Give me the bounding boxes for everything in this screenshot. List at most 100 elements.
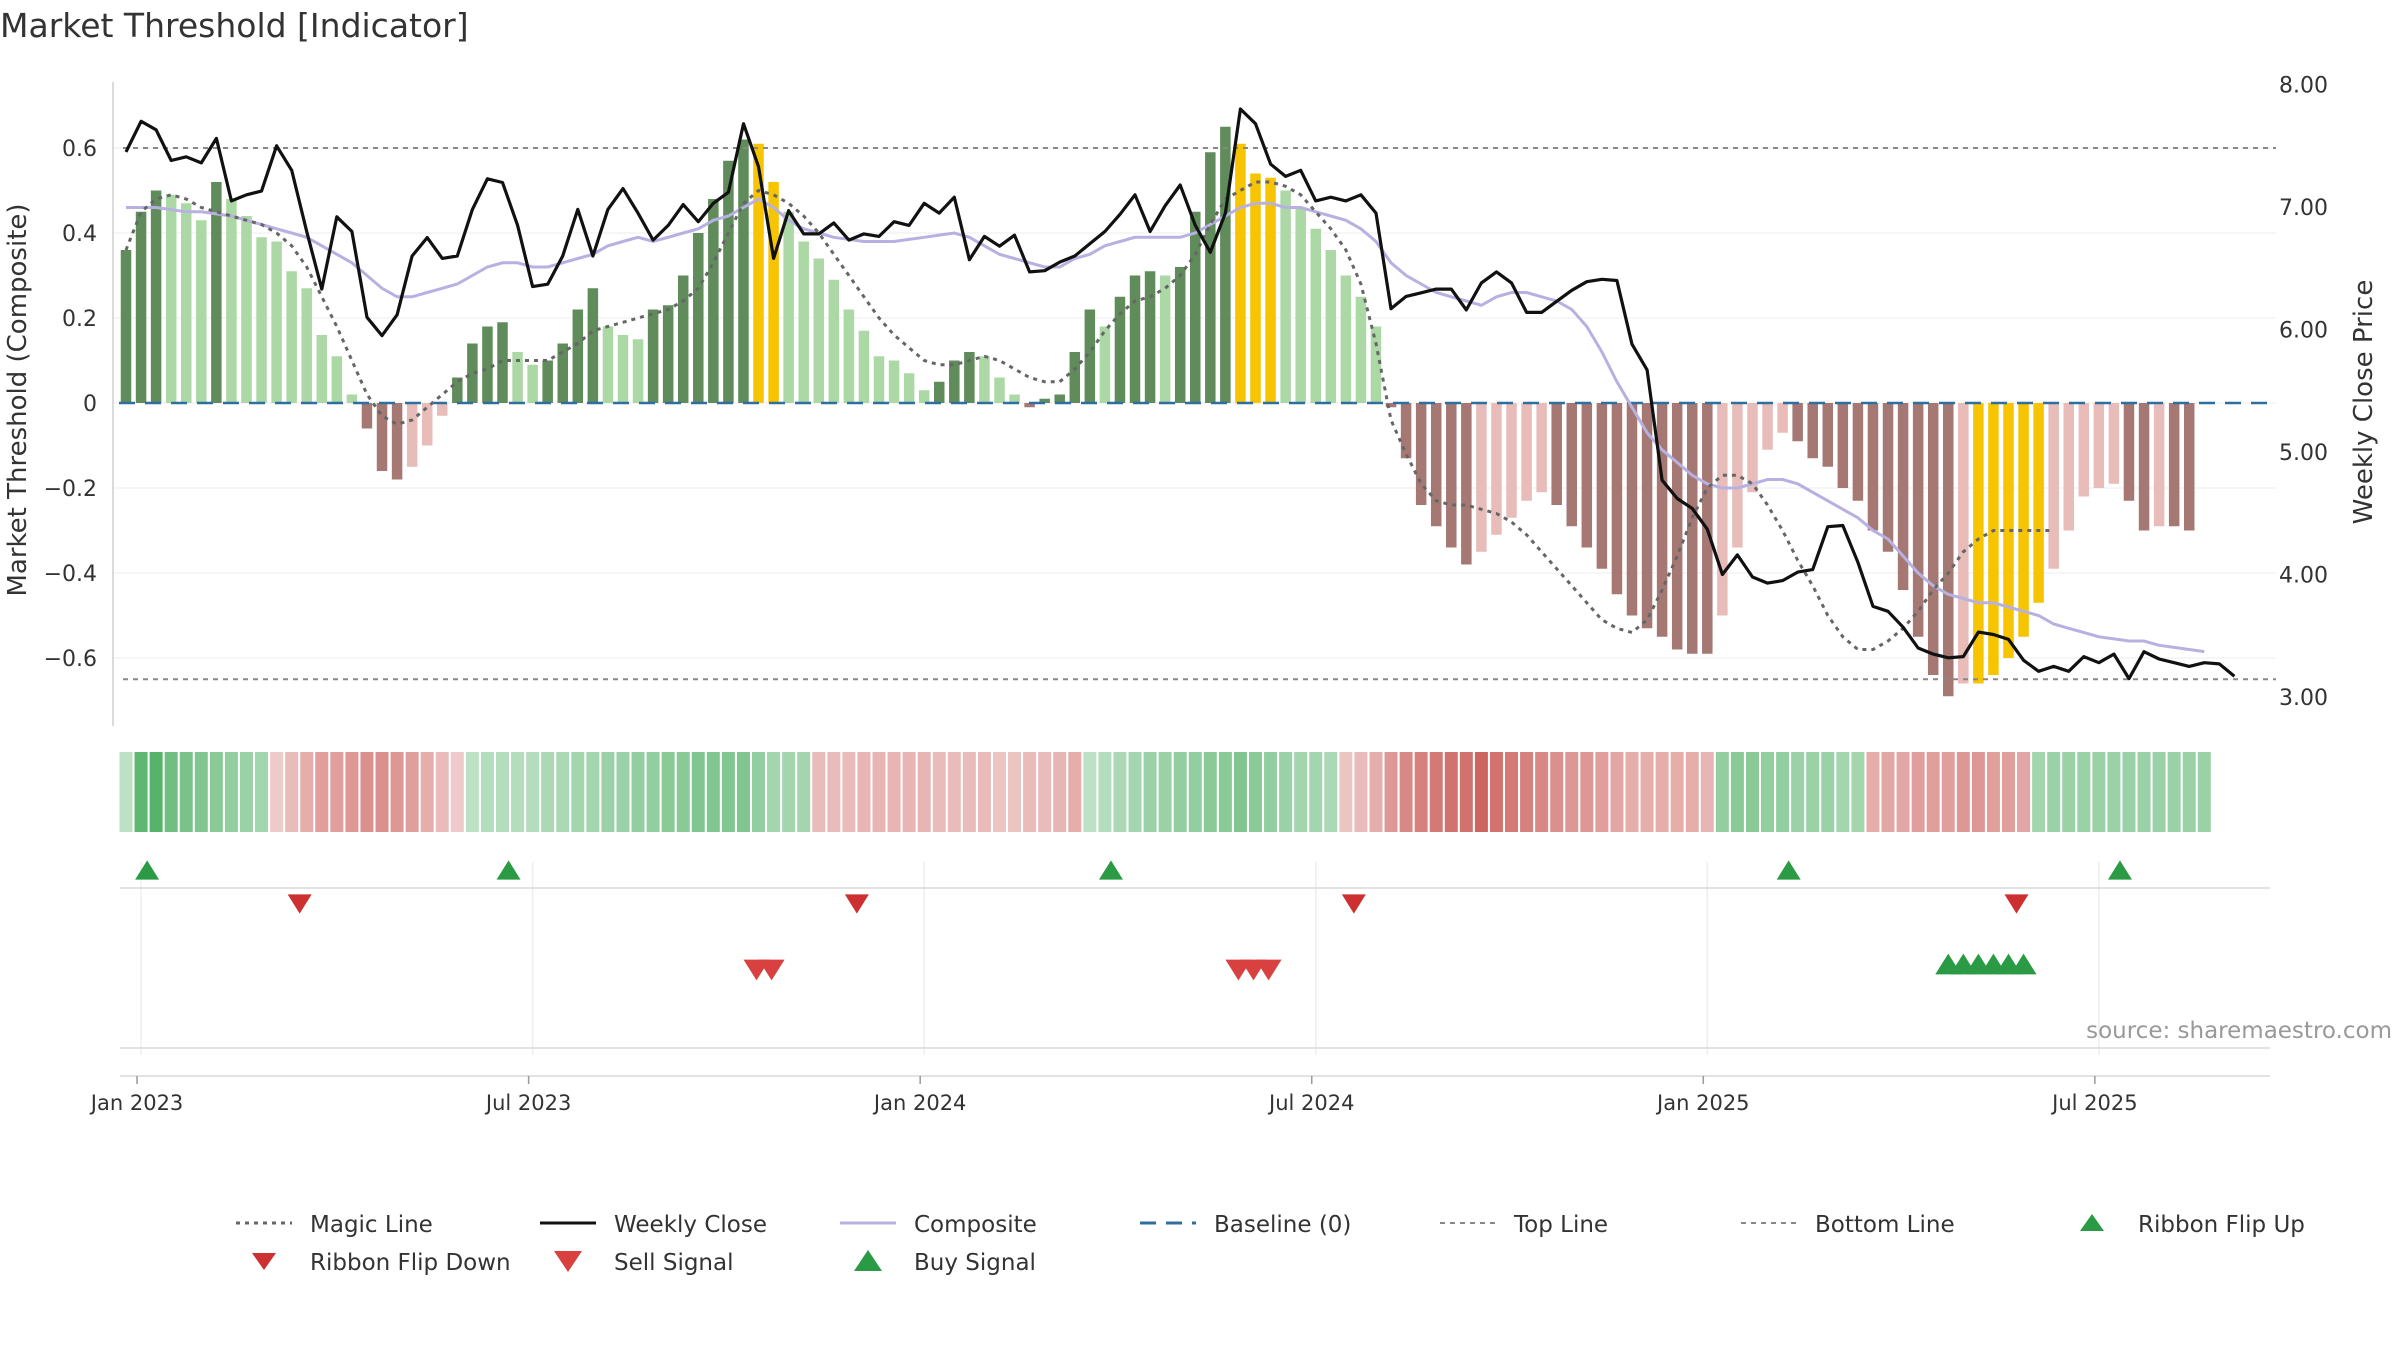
composite-bar: [1430, 403, 1442, 527]
ribbon-cell: [2047, 752, 2061, 832]
legend-item-baseline: Baseline (0): [1140, 1212, 1351, 1238]
composite-bar: [196, 220, 207, 403]
composite-bar: [1958, 403, 1969, 684]
composite-bar: [933, 381, 945, 403]
left-tick-label: −0.2: [44, 477, 97, 502]
ribbon-cell: [2137, 752, 2151, 832]
ribbon-cell: [932, 752, 946, 832]
series-lines: [119, 107, 2276, 681]
composite-bar: [1355, 296, 1367, 403]
composite-bar: [331, 356, 343, 403]
composite-bar: [1536, 403, 1547, 493]
x-tick-label: Jul 2025: [2050, 1091, 2137, 1115]
right-tick-label: 3.00: [2279, 686, 2328, 711]
ribbon-cell: [1294, 752, 1308, 832]
ribbon-cell: [1369, 752, 1383, 832]
composite-bar: [979, 356, 990, 403]
x-axis: Jan 2023 Jul 2023 Jan 2024 Jul 2024 Jan 2025…: [89, 1076, 2138, 1115]
ribbon-cell: [1203, 752, 1217, 832]
ribbon-cell: [465, 752, 479, 832]
ribbon-cell: [631, 752, 645, 832]
source-note: source: sharemaestro.com: [2086, 1018, 2392, 1044]
ribbon-cell: [2197, 752, 2211, 832]
composite-bar: [1611, 403, 1623, 595]
ribbon-cell: [1023, 752, 1037, 832]
ribbon-cell: [420, 752, 434, 832]
ribbon-cell: [1610, 752, 1624, 832]
composite-bar: [482, 326, 493, 403]
composite-bar: [813, 258, 825, 403]
ribbon-cell: [1264, 752, 1278, 832]
ribbon-cell: [1444, 752, 1458, 832]
composite-bar: [677, 275, 689, 403]
composite-bar: [316, 335, 328, 403]
legend-label: Composite: [914, 1212, 1037, 1238]
ribbon-cell: [1068, 752, 1082, 832]
ribbon-cell: [782, 752, 796, 832]
composite-bar: [2033, 403, 2044, 603]
ribbon-cell: [752, 752, 766, 832]
ribbon-cell: [1324, 752, 1338, 832]
composite-bar: [843, 309, 855, 403]
composite-bar: [2093, 403, 2105, 488]
legend-label: Top Line: [1513, 1212, 1608, 1238]
composite-bar: [1340, 275, 1352, 403]
composite-bar: [1370, 326, 1382, 403]
ribbon-cell: [1489, 752, 1503, 832]
ribbon-cell: [2017, 752, 2031, 832]
composite-bar: [1054, 394, 1065, 403]
composite-bar: [693, 233, 704, 403]
composite-bar: [1415, 403, 1427, 505]
composite-bar: [1129, 275, 1141, 403]
axes: 0.6 0.4 0.2 0 −0.2 −0.4 −0.6 8.00 7.00 6.00 5.00 4.…: [3, 74, 2379, 726]
magic-line: [124, 180, 2054, 651]
legend-label: Magic Line: [310, 1212, 433, 1238]
composite-bar: [1566, 403, 1578, 527]
signal-panel: [120, 860, 2270, 1077]
composite-bar: [964, 352, 975, 403]
composite-bar: [1159, 275, 1171, 403]
composite-bar: [421, 403, 433, 446]
left-tick-label: 0.4: [62, 222, 97, 247]
ribbon-cell: [1851, 752, 1865, 832]
ribbon-cell: [1414, 752, 1428, 832]
ribbon-cell: [375, 752, 389, 832]
composite-bar: [376, 403, 388, 471]
legend-label: Ribbon Flip Up: [2138, 1212, 2305, 1238]
ribbon-cell: [1761, 752, 1775, 832]
composite-bar: [858, 330, 870, 403]
composite-bar: [1461, 403, 1472, 565]
composite-bar: [738, 139, 749, 403]
composite-bar: [241, 216, 252, 403]
ribbon-cell: [977, 752, 991, 832]
composite-bar: [828, 279, 840, 403]
composite-bar: [1144, 271, 1156, 403]
ribbon-cell: [1971, 752, 1985, 832]
ribbon-flip-up-marker: [135, 860, 160, 880]
composite-bar: [2018, 403, 2029, 637]
ribbon-cell: [1986, 752, 2000, 832]
composite-bar: [1400, 403, 1412, 459]
composite-bar: [768, 182, 779, 403]
ribbon-cell: [2122, 752, 2136, 832]
legend-label: Baseline (0): [1214, 1212, 1351, 1238]
composite-bar: [346, 394, 358, 403]
ribbon-cell: [2077, 752, 2091, 832]
composite-bar: [135, 211, 147, 403]
ribbon-cell: [842, 752, 856, 832]
ribbon-cell: [1580, 752, 1594, 832]
composite-bar: [647, 309, 659, 403]
ribbon-cell: [1821, 752, 1835, 832]
ribbon-cell: [962, 752, 976, 832]
composite-bar: [512, 352, 523, 403]
composite-bar: [798, 241, 809, 403]
ribbon-cell: [1550, 752, 1564, 832]
ribbon-cell: [1053, 752, 1067, 832]
composite-bar: [1867, 403, 1879, 531]
composite-bar: [527, 364, 538, 403]
composite-bar: [1927, 403, 1939, 675]
composite-bar: [888, 360, 900, 403]
composite-bar: [1807, 403, 1818, 459]
ribbon-cell: [917, 752, 931, 832]
ribbon-cell: [2182, 752, 2196, 832]
